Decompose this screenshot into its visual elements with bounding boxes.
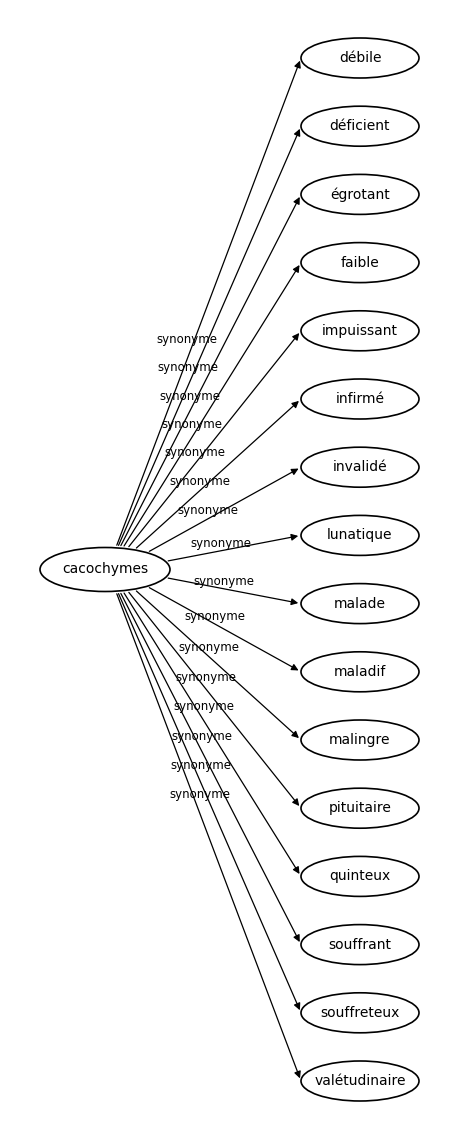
Ellipse shape <box>300 379 418 419</box>
Ellipse shape <box>300 448 418 487</box>
Text: invalidé: invalidé <box>332 460 386 474</box>
Ellipse shape <box>300 174 418 214</box>
Text: synonyme: synonyme <box>156 333 217 346</box>
Ellipse shape <box>300 106 418 146</box>
Ellipse shape <box>300 583 418 623</box>
Text: synonyme: synonyme <box>169 475 230 487</box>
Text: maladif: maladif <box>333 665 385 679</box>
Text: synonyme: synonyme <box>164 446 225 459</box>
Text: lunatique: lunatique <box>327 528 392 542</box>
Text: synonyme: synonyme <box>169 788 230 801</box>
Ellipse shape <box>300 788 418 828</box>
Ellipse shape <box>300 652 418 691</box>
Text: malade: malade <box>333 597 385 611</box>
Text: synonyme: synonyme <box>170 759 231 772</box>
Ellipse shape <box>300 1062 418 1101</box>
Text: faible: faible <box>340 255 379 270</box>
Text: synonyme: synonyme <box>157 361 218 375</box>
Text: pituitaire: pituitaire <box>328 801 390 816</box>
Ellipse shape <box>300 720 418 760</box>
Ellipse shape <box>300 993 418 1033</box>
Ellipse shape <box>300 925 418 965</box>
Text: cacochymes: cacochymes <box>62 563 148 576</box>
Ellipse shape <box>300 516 418 556</box>
Text: synonyme: synonyme <box>178 641 239 654</box>
Text: synonyme: synonyme <box>177 505 238 517</box>
Text: débile: débile <box>338 51 380 65</box>
Ellipse shape <box>300 857 418 896</box>
Text: impuissant: impuissant <box>321 323 397 338</box>
Text: malingre: malingre <box>329 734 390 747</box>
Text: synonyme: synonyme <box>161 418 222 431</box>
Text: infirmé: infirmé <box>335 392 384 405</box>
Ellipse shape <box>300 311 418 351</box>
Text: synonyme: synonyme <box>193 575 253 588</box>
Text: synonyme: synonyme <box>175 671 236 683</box>
Text: synonyme: synonyme <box>159 390 220 403</box>
Text: synonyme: synonyme <box>184 609 245 623</box>
Text: égrotant: égrotant <box>329 187 389 202</box>
Ellipse shape <box>40 548 170 591</box>
Ellipse shape <box>300 243 418 282</box>
Text: synonyme: synonyme <box>190 538 251 550</box>
Text: déficient: déficient <box>329 120 389 133</box>
Ellipse shape <box>300 38 418 77</box>
Text: souffrant: souffrant <box>328 937 391 951</box>
Text: synonyme: synonyme <box>172 700 233 713</box>
Text: valétudinaire: valétudinaire <box>313 1074 405 1088</box>
Text: souffreteux: souffreteux <box>319 1006 399 1019</box>
Text: quinteux: quinteux <box>329 869 390 884</box>
Text: synonyme: synonyme <box>171 730 232 743</box>
